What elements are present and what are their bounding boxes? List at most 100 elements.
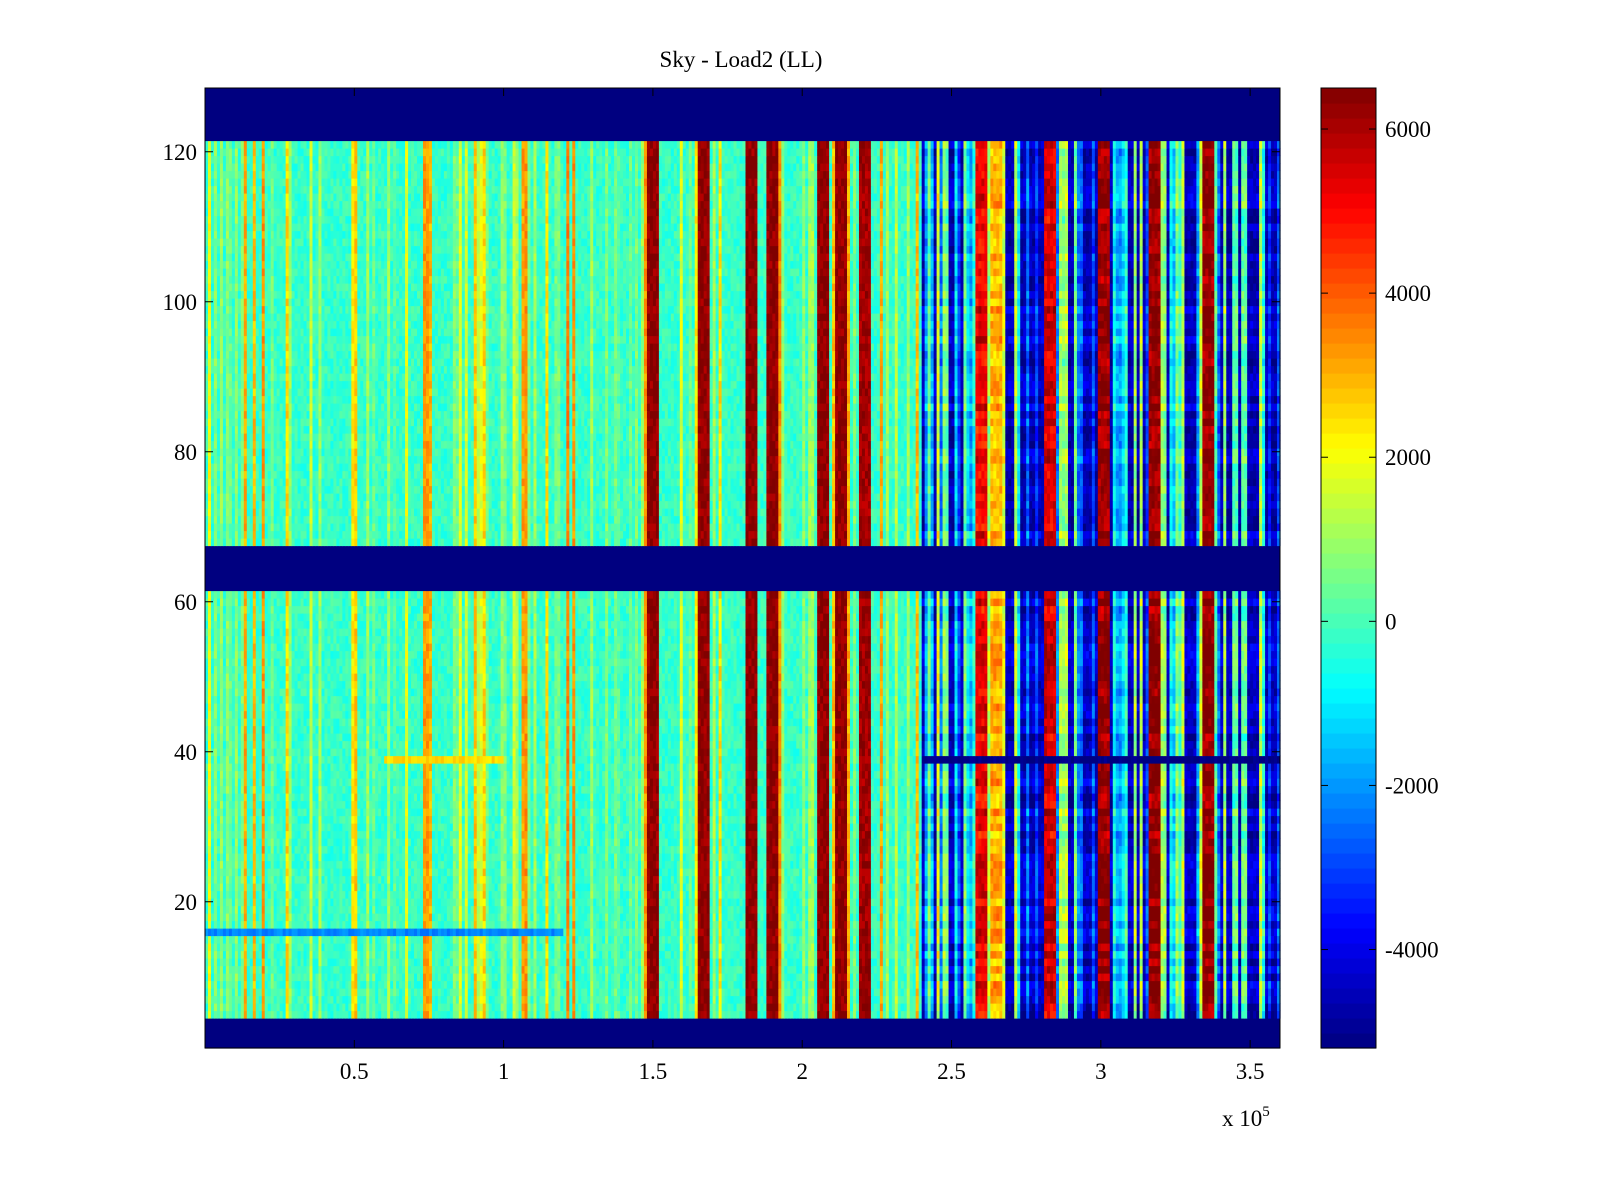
heatmap-cell [1130,1010,1135,1019]
heatmap-cell [811,980,815,989]
heatmap-cell [375,1003,379,1012]
heatmap-cell [1223,1010,1227,1019]
heatmap-cell [808,988,812,997]
heatmap-cell [497,1003,502,1012]
heatmap-cell [542,995,547,1004]
heatmap-cell [1139,988,1144,997]
heatmap-cell [993,988,997,997]
heatmap-cell [655,995,660,1004]
heatmap-cell [936,995,941,1004]
heatmap-cell [363,1010,367,1019]
heatmap-cell [506,1003,511,1012]
heatmap-cell [234,995,239,1004]
heatmap-cell [488,988,493,997]
heatmap-cell [1029,980,1033,989]
heatmap-cell [464,980,469,989]
heatmap-cell [939,988,944,997]
heatmap-cell [617,980,621,989]
heatmap-cell [960,995,965,1004]
heatmap-cell [437,1010,442,1019]
heatmap-cell [608,988,612,997]
heatmap-cell [844,1010,848,1019]
heatmap-cell [667,995,672,1004]
heatmap-cell [339,995,343,1004]
heatmap-cell [811,1010,815,1019]
heatmap-cell [691,995,696,1004]
heatmap-cell [243,980,248,989]
heatmap-cell [1044,980,1048,989]
heatmap-cell [557,988,561,997]
heatmap-cell [264,995,269,1004]
heatmap-cell [425,995,430,1004]
heatmap-cell [876,1003,881,1012]
heatmap-cell [1202,1003,1206,1012]
heatmap-cell [225,995,230,1004]
heatmap-cell [306,1003,311,1012]
heatmap-cell [1169,1003,1174,1012]
heatmap-cell [291,995,296,1004]
heatmap-cell [237,1003,242,1012]
heatmap-cell [327,1010,332,1019]
heatmap-cell [1259,1003,1263,1012]
heatmap-cell [858,980,863,989]
heatmap-cell [927,995,932,1004]
heatmap-cell [799,1010,803,1019]
heatmap-cell [378,980,382,989]
heatmap-cell [360,980,364,989]
heatmap-cell [482,1010,487,1019]
heatmap-cell [1172,988,1177,997]
heatmap-cell [1088,988,1093,997]
heatmap-cell [611,988,615,997]
heatmap-cell [455,980,460,989]
heatmap-cell [646,995,651,1004]
heatmap-cell [249,995,254,1004]
heatmap-cell [396,1003,400,1012]
heatmap-cell [1118,995,1123,1004]
heatmap-cell [1103,995,1108,1004]
heatmap-cell [1011,1003,1015,1012]
heatmap-cell [470,988,475,997]
heatmap-cell [909,988,914,997]
heatmap-cell [1053,995,1057,1004]
heatmap-cell [443,1003,448,1012]
heatmap-cell [1085,988,1090,997]
heatmap-cell [796,988,800,997]
heatmap-cell [554,988,558,997]
heatmap-cell [243,1003,248,1012]
heatmap-cell [667,1010,672,1019]
heatmap-cell [1115,988,1120,997]
heatmap-cell [381,980,385,989]
heatmap-cell [733,995,738,1004]
heatmap-cell [396,988,400,997]
heatmap-cell [718,1003,723,1012]
heatmap-cell [1008,980,1012,989]
heatmap-cell [608,1003,612,1012]
heatmap-cell [745,988,750,997]
heatmap-cell [635,980,639,989]
heatmap-cell [787,980,791,989]
heatmap-cell [1008,1003,1012,1012]
heatmap-cell [993,1003,997,1012]
heatmap-cell [596,988,600,997]
heatmap-cell [766,1010,770,1019]
heatmap-cell [909,1003,914,1012]
heatmap-cell [652,995,657,1004]
heatmap-cell [494,980,499,989]
heatmap-cell [452,995,457,1004]
heatmap-cell [972,980,977,989]
heatmap-cell [264,980,269,989]
heatmap-cell [351,980,355,989]
heatmap-cell [885,1003,890,1012]
heatmap-cell [915,988,920,997]
heatmap-cell [1124,995,1129,1004]
heatmap-cell [605,980,609,989]
heatmap-cell [267,980,272,989]
heatmap-cell [470,995,475,1004]
heatmap-cell [1023,980,1027,989]
heatmap-cell [1026,995,1030,1004]
heatmap-cell [231,988,236,997]
heatmap-cell [861,1010,866,1019]
heatmap-cell [545,988,550,997]
heatmap-cell [790,1010,794,1019]
heatmap-cell [1229,988,1233,997]
